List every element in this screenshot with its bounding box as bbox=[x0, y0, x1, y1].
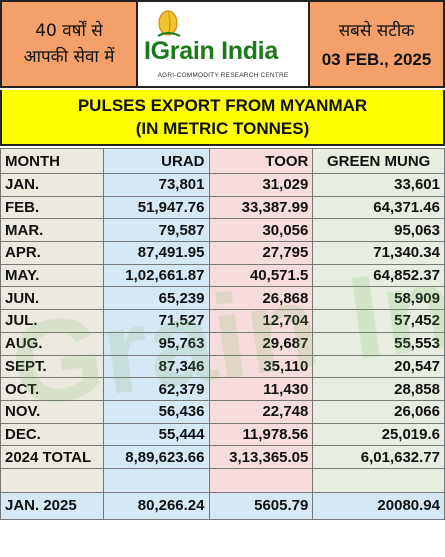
urad-cell: 87,346 bbox=[102, 354, 210, 379]
green-mung-cell: 95,063 bbox=[312, 218, 445, 243]
title-band: PULSES EXPORT FROM MYANMAR (IN METRIC TO… bbox=[0, 90, 445, 146]
toor-cell: 33,387.99 bbox=[208, 195, 314, 220]
urad-cell: 51,947.76 bbox=[102, 195, 210, 220]
green-mung-cell: 64,852.37 bbox=[312, 263, 445, 288]
latest-green-mung: 20080.94 bbox=[312, 491, 445, 520]
green-mung-cell: 25,019.6 bbox=[312, 422, 445, 447]
report-unit: (IN METRIC TONNES) bbox=[135, 119, 310, 138]
green-mung-cell: 20,547 bbox=[312, 354, 445, 379]
urad-cell: 79,587 bbox=[102, 218, 210, 243]
table-row: FEB. 51,947.76 33,387.99 64,371.46 bbox=[0, 195, 445, 220]
green-mung-cell: 71,340.34 bbox=[312, 241, 445, 265]
latest-urad: 80,266.24 bbox=[102, 491, 210, 520]
table-row: JUN. 65,239 26,868 58,909 bbox=[0, 286, 445, 311]
report-date: 03 FEB., 2025 bbox=[321, 50, 432, 69]
spacer-cell bbox=[0, 467, 104, 493]
table-row: JUL. 71,527 12,704 57,452 bbox=[0, 309, 445, 333]
table-row: AUG. 95,763 29,687 55,553 bbox=[0, 331, 445, 356]
table-row: OCT. 62,379 11,430 28,858 bbox=[0, 377, 445, 401]
green-mung-cell: 55,553 bbox=[312, 331, 445, 356]
month-cell: MAR. bbox=[0, 218, 104, 243]
tagline-line2: आपकी सेवा में bbox=[23, 47, 115, 67]
toor-cell: 31,029 bbox=[208, 173, 314, 197]
latest-month-row: JAN. 2025 80,266.24 5605.79 20080.94 bbox=[0, 491, 445, 520]
green-mung-cell: 57,452 bbox=[312, 309, 445, 333]
green-mung-cell: 33,601 bbox=[312, 173, 445, 197]
month-cell: DEC. bbox=[0, 422, 104, 447]
month-cell: MAY. bbox=[0, 263, 104, 288]
header-toor: TOOR bbox=[208, 148, 314, 174]
urad-cell: 1,02,661.87 bbox=[102, 263, 210, 288]
month-cell: JAN. bbox=[0, 173, 104, 197]
month-cell: AUG. bbox=[0, 331, 104, 356]
header-month: MONTH bbox=[0, 148, 104, 174]
total-urad: 8,89,623.66 bbox=[102, 445, 210, 469]
month-cell: APR. bbox=[0, 241, 104, 265]
logo-name: IGrain India bbox=[144, 37, 278, 65]
urad-cell: 65,239 bbox=[102, 286, 210, 311]
date-box: सबसे सटीक 03 FEB., 2025 bbox=[308, 0, 445, 88]
month-cell: OCT. bbox=[0, 377, 104, 401]
month-cell: JUL. bbox=[0, 309, 104, 333]
table-row: NOV. 56,436 22,748 26,066 bbox=[0, 399, 445, 424]
table-row: SEPT. 87,346 35,110 20,547 bbox=[0, 354, 445, 379]
toor-cell: 26,868 bbox=[208, 286, 314, 311]
header-urad: URAD bbox=[102, 148, 210, 174]
urad-cell: 62,379 bbox=[102, 377, 210, 401]
spacer-row bbox=[0, 467, 445, 493]
month-cell: NOV. bbox=[0, 399, 104, 424]
toor-cell: 35,110 bbox=[208, 354, 314, 379]
spacer-cell bbox=[208, 467, 314, 493]
urad-cell: 95,763 bbox=[102, 331, 210, 356]
green-mung-cell: 64,371.46 bbox=[312, 195, 445, 220]
urad-cell: 87,491.95 bbox=[102, 241, 210, 265]
toor-cell: 27,795 bbox=[208, 241, 314, 265]
total-green-mung: 6,01,632.77 bbox=[312, 445, 445, 469]
total-toor: 3,13,365.05 bbox=[208, 445, 314, 469]
month-cell: FEB. bbox=[0, 195, 104, 220]
report-title: PULSES EXPORT FROM MYANMAR bbox=[77, 96, 368, 115]
urad-cell: 73,801 bbox=[102, 173, 210, 197]
accuracy-slogan: सबसे सटीक bbox=[338, 21, 415, 41]
table-row: DEC. 55,444 11,978.56 25,019.6 bbox=[0, 422, 445, 447]
spacer-cell bbox=[312, 467, 445, 493]
brand-logo: IGrain India AGRI-COMMODITY RESEARCH CEN… bbox=[138, 0, 308, 88]
urad-cell: 71,527 bbox=[102, 309, 210, 333]
header: 40 वर्षों से आपकी सेवा में IGrain India … bbox=[0, 0, 445, 90]
green-mung-cell: 26,066 bbox=[312, 399, 445, 424]
green-mung-cell: 28,858 bbox=[312, 377, 445, 401]
header-green-mung: GREEN MUNG bbox=[312, 148, 445, 174]
table-header-row: MONTH URAD TOOR GREEN MUNG bbox=[0, 148, 445, 174]
toor-cell: 40,571.5 bbox=[208, 263, 314, 288]
export-table: MONTH URAD TOOR GREEN MUNG JAN. 73,801 31,… bbox=[0, 148, 445, 520]
tagline-line1: 40 वर्षों से bbox=[35, 21, 103, 41]
month-cell: JUN. bbox=[0, 286, 104, 311]
total-label: 2024 TOTAL bbox=[0, 445, 104, 469]
logo-tagline: AGRI-COMMODITY RESEARCH CENTRE bbox=[157, 72, 289, 79]
total-row: 2024 TOTAL 8,89,623.66 3,13,365.05 6,01,632… bbox=[0, 445, 445, 469]
toor-cell: 11,430 bbox=[208, 377, 314, 401]
toor-cell: 12,704 bbox=[208, 309, 314, 333]
toor-cell: 11,978.56 bbox=[208, 422, 314, 447]
urad-cell: 56,436 bbox=[102, 399, 210, 424]
table-row: MAR. 79,587 30,056 95,063 bbox=[0, 218, 445, 243]
latest-toor: 5605.79 bbox=[208, 491, 314, 520]
latest-month-label: JAN. 2025 bbox=[0, 491, 104, 520]
green-mung-cell: 58,909 bbox=[312, 286, 445, 311]
toor-cell: 30,056 bbox=[208, 218, 314, 243]
table-row: JAN. 73,801 31,029 33,601 bbox=[0, 173, 445, 197]
urad-cell: 55,444 bbox=[102, 422, 210, 447]
table-row: APR. 87,491.95 27,795 71,340.34 bbox=[0, 241, 445, 265]
table-row: MAY. 1,02,661.87 40,571.5 64,852.37 bbox=[0, 263, 445, 288]
spacer-cell bbox=[102, 467, 210, 493]
month-cell: SEPT. bbox=[0, 354, 104, 379]
toor-cell: 22,748 bbox=[208, 399, 314, 424]
toor-cell: 29,687 bbox=[208, 331, 314, 356]
tagline-box: 40 वर्षों से आपकी सेवा में bbox=[0, 0, 138, 88]
grain-icon bbox=[157, 10, 181, 37]
